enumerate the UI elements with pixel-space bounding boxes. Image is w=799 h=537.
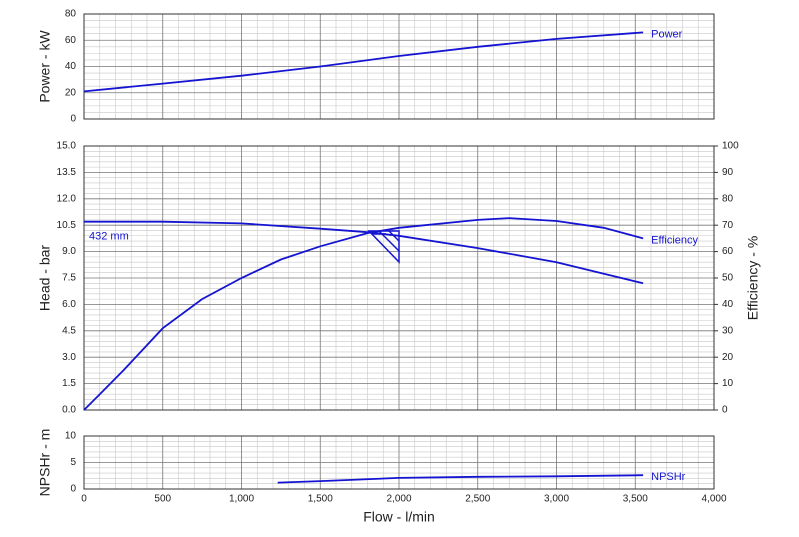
- y-tick-label: 7.5: [62, 273, 76, 284]
- y2-tick-label: 60: [722, 246, 734, 257]
- y2-tick-label: 80: [722, 193, 734, 204]
- x-tick-label: 2,500: [465, 494, 490, 505]
- y-tick-label: 9.0: [62, 246, 76, 257]
- y-tick-label: 10.5: [57, 220, 77, 231]
- plot-frame: [83, 435, 715, 490]
- y-tick-label: 15.0: [57, 141, 77, 152]
- y2-tick-label: 10: [722, 378, 734, 389]
- x-tick-label: 3,500: [623, 494, 648, 505]
- y2-tick-label: 70: [722, 220, 734, 231]
- y-axis-label: Power - kW: [37, 30, 53, 103]
- y-tick-label: 80: [65, 9, 77, 20]
- y2-tick-label: 30: [722, 325, 734, 336]
- y-axis-label: Head - bar: [37, 245, 53, 311]
- panels: 0 20 40 60 80 Power - kW Power 0.0 1.5 3.0 4.5 6.0 7…: [37, 9, 761, 525]
- x-tick-label: 500: [154, 494, 171, 505]
- y2-tick-label: 100: [722, 141, 739, 152]
- x-tick-label: 1,000: [229, 494, 254, 505]
- plot-frame: [83, 145, 715, 411]
- series-label: Power: [651, 28, 683, 40]
- y2-tick-label: 90: [722, 167, 734, 178]
- y-tick-label: 0.0: [62, 405, 76, 416]
- y-tick-label: 0: [70, 484, 76, 495]
- y-axis-label: NPSHr - m: [37, 429, 53, 497]
- y-tick-label: 20: [65, 87, 77, 98]
- y2-tick-label: 40: [722, 299, 734, 310]
- y-tick-label: 4.5: [62, 325, 76, 336]
- y-tick-label: 12.0: [57, 193, 77, 204]
- y2-tick-label: 20: [722, 352, 734, 363]
- y2-tick-label: 50: [722, 273, 734, 284]
- x-axis-label: Flow - l/min: [363, 509, 435, 525]
- x-tick-label: 3,000: [544, 494, 569, 505]
- y2-axis-label: Efficiency - %: [745, 236, 761, 321]
- x-tick-label: 1,500: [308, 494, 333, 505]
- series-label: Efficiency: [651, 234, 698, 246]
- y-tick-label: 13.5: [57, 167, 77, 178]
- series-label: 432 mm: [89, 231, 129, 243]
- y-tick-label: 6.0: [62, 299, 76, 310]
- line-series: [83, 217, 644, 411]
- series-label: NPSHr: [651, 471, 686, 483]
- y-tick-label: 1.5: [62, 378, 76, 389]
- plot-frame: [83, 13, 715, 120]
- y-tick-label: 10: [65, 431, 77, 442]
- y-tick-label: 60: [65, 35, 77, 46]
- x-tick-label: 4,000: [701, 494, 726, 505]
- line-series: [277, 474, 644, 484]
- y-tick-label: 40: [65, 61, 77, 72]
- y-tick-label: 3.0: [62, 352, 76, 363]
- bep-marker: [367, 230, 400, 264]
- line-series: [83, 31, 644, 93]
- y-tick-label: 0: [70, 114, 76, 125]
- y-tick-label: 5: [70, 457, 76, 468]
- y2-tick-label: 0: [722, 405, 728, 416]
- x-tick-label: 2,000: [386, 494, 411, 505]
- x-tick-label: 0: [81, 494, 87, 505]
